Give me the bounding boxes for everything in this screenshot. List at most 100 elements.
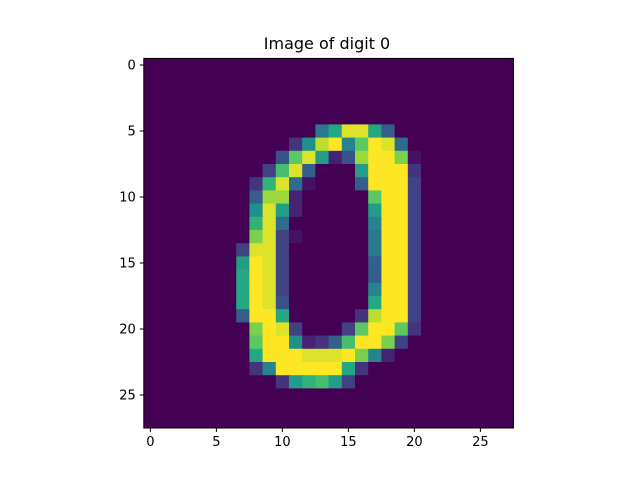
heatmap-cell: [368, 230, 382, 244]
heatmap-cell: [183, 282, 197, 297]
heatmap-cell: [262, 309, 277, 323]
heatmap-cell: [328, 388, 343, 402]
heatmap-cell: [183, 243, 197, 257]
heatmap-cell: [183, 150, 197, 165]
heatmap-cell: [434, 243, 448, 257]
heatmap-cell: [355, 203, 369, 218]
heatmap-cell: [355, 375, 369, 389]
heatmap-cell: [289, 84, 303, 99]
heatmap-cell: [262, 150, 277, 165]
heatmap-cell: [434, 309, 448, 323]
heatmap-cell: [289, 348, 303, 363]
heatmap-cell: [394, 296, 409, 310]
heatmap-cell: [170, 362, 184, 376]
heatmap-cell: [447, 348, 461, 363]
heatmap-cell: [196, 322, 211, 336]
heatmap-cell: [407, 375, 422, 389]
heatmap-cell: [341, 124, 356, 138]
heatmap-cell: [368, 414, 382, 429]
heatmap-cell: [275, 164, 290, 178]
heatmap-cell: [473, 71, 488, 86]
heatmap-cell: [157, 58, 171, 72]
heatmap-cell: [447, 309, 461, 323]
heatmap-cell: [209, 269, 224, 284]
heatmap-cell: [302, 190, 316, 204]
heatmap-cell: [473, 414, 488, 429]
heatmap-cell: [170, 401, 184, 416]
heatmap-cell: [328, 190, 343, 204]
heatmap-cell: [196, 269, 211, 284]
heatmap-cell: [143, 58, 158, 72]
heatmap-cell: [341, 216, 356, 231]
heatmap-cell: [368, 98, 382, 112]
heatmap-cell: [223, 322, 237, 336]
heatmap-cell: [289, 177, 303, 191]
heatmap-cell: [302, 269, 316, 284]
heatmap-cell: [249, 177, 263, 191]
heatmap-cell: [223, 177, 237, 191]
heatmap-cell: [223, 335, 237, 350]
heatmap-cell: [394, 124, 409, 138]
heatmap-cell: [341, 335, 356, 350]
heatmap-cell: [355, 111, 369, 125]
heatmap-cell: [196, 256, 211, 270]
heatmap-cell: [170, 216, 184, 231]
heatmap-cell: [421, 348, 435, 363]
heatmap-cell: [170, 414, 184, 429]
heatmap-cell: [355, 98, 369, 112]
heatmap-cell: [183, 296, 197, 310]
heatmap-cell: [328, 98, 343, 112]
heatmap-cell: [460, 269, 475, 284]
heatmap-cell: [315, 58, 329, 72]
heatmap-cell: [143, 230, 158, 244]
heatmap-cell: [407, 150, 422, 165]
heatmap-cell: [275, 362, 290, 376]
heatmap-cell: [500, 309, 514, 323]
heatmap-cell: [460, 150, 475, 165]
heatmap-cell: [170, 137, 184, 152]
heatmap-cell: [473, 309, 488, 323]
heatmap-cell: [143, 269, 158, 284]
heatmap-cell: [262, 362, 277, 376]
heatmap-cell: [183, 84, 197, 99]
heatmap-cell: [500, 243, 514, 257]
heatmap-cell: [421, 388, 435, 402]
heatmap-cell: [368, 309, 382, 323]
heatmap-cell: [209, 111, 224, 125]
heatmap-cell: [315, 124, 329, 138]
heatmap-cell: [341, 375, 356, 389]
heatmap-cell: [394, 243, 409, 257]
heatmap-cell: [328, 375, 343, 389]
heatmap-cell: [236, 84, 250, 99]
heatmap-cell: [473, 348, 488, 363]
heatmap-cell: [170, 98, 184, 112]
heatmap-cell: [368, 58, 382, 72]
heatmap-cell: [209, 216, 224, 231]
heatmap-cell: [473, 362, 488, 376]
heatmap-cell: [434, 348, 448, 363]
heatmap-cell: [262, 269, 277, 284]
heatmap-cell: [407, 309, 422, 323]
heatmap-cell: [341, 269, 356, 284]
heatmap-cell: [183, 362, 197, 376]
heatmap-cell: [262, 243, 277, 257]
heatmap-cell: [157, 203, 171, 218]
heatmap-cell: [328, 401, 343, 416]
heatmap-cell: [275, 58, 290, 72]
heatmap-cell: [262, 256, 277, 270]
heatmap-cell: [157, 243, 171, 257]
heatmap-cell: [315, 348, 329, 363]
heatmap-cell: [341, 401, 356, 416]
heatmap-cell: [447, 177, 461, 191]
heatmap-cell: [447, 296, 461, 310]
heatmap-cell: [381, 309, 395, 323]
heatmap-cell: [434, 164, 448, 178]
heatmap-cell: [315, 177, 329, 191]
heatmap-cell: [315, 388, 329, 402]
heatmap-cell: [460, 282, 475, 297]
heatmap-cell: [275, 269, 290, 284]
heatmap-cell: [236, 190, 250, 204]
heatmap-cell: [421, 190, 435, 204]
heatmap-cell: [341, 190, 356, 204]
heatmap-cell: [381, 282, 395, 297]
